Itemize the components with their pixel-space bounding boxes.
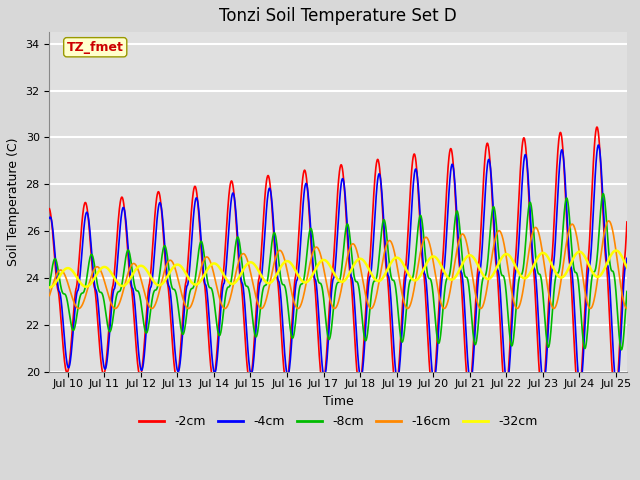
-16cm [500,242,508,248]
-32cm [326,264,334,269]
-2cm [326,290,334,296]
-16cm [606,219,614,225]
Legend: -2cm, -4cm, -8cm, -16cm, -32cm: -2cm, -4cm, -8cm, -16cm, -32cm [134,410,542,433]
X-axis label: Time: Time [323,395,353,408]
-32cm [623,264,631,270]
-4cm [613,384,621,390]
-32cm [612,248,620,253]
-16cm [623,306,631,312]
-2cm [45,206,53,212]
-2cm [311,284,319,289]
Text: TZ_fmet: TZ_fmet [67,41,124,54]
Y-axis label: Soil Temperature (C): Soil Temperature (C) [7,138,20,266]
-32cm [311,267,319,273]
Title: Tonzi Soil Temperature Set D: Tonzi Soil Temperature Set D [220,7,457,25]
-2cm [593,124,601,130]
-2cm [606,328,614,334]
-8cm [606,262,614,268]
-4cm [595,142,602,148]
-4cm [75,283,83,288]
Line: -32cm: -32cm [49,251,627,288]
-32cm [606,254,614,260]
-4cm [623,255,631,261]
-16cm [607,220,614,226]
-16cm [45,293,53,299]
-8cm [311,253,319,259]
-32cm [45,285,53,290]
-8cm [600,191,607,196]
-4cm [607,295,614,300]
-8cm [75,299,83,305]
Line: -4cm: -4cm [49,145,627,387]
-8cm [326,334,334,339]
-32cm [606,254,614,260]
-16cm [605,218,612,224]
-16cm [75,306,83,312]
-8cm [618,347,625,353]
-2cm [607,335,614,340]
-2cm [611,394,619,400]
-4cm [311,276,319,282]
Line: -16cm: -16cm [49,221,627,309]
-32cm [75,278,83,284]
-4cm [606,289,614,295]
-8cm [45,282,53,288]
-32cm [500,252,508,258]
-2cm [500,384,508,389]
-16cm [326,298,334,303]
Line: -8cm: -8cm [49,193,627,350]
-8cm [623,288,631,294]
-8cm [500,275,508,281]
-4cm [500,357,508,362]
-2cm [75,259,83,264]
-4cm [326,306,334,312]
Line: -2cm: -2cm [49,127,627,397]
-8cm [607,264,614,270]
-2cm [623,219,631,225]
-16cm [311,245,319,251]
-4cm [45,216,53,221]
